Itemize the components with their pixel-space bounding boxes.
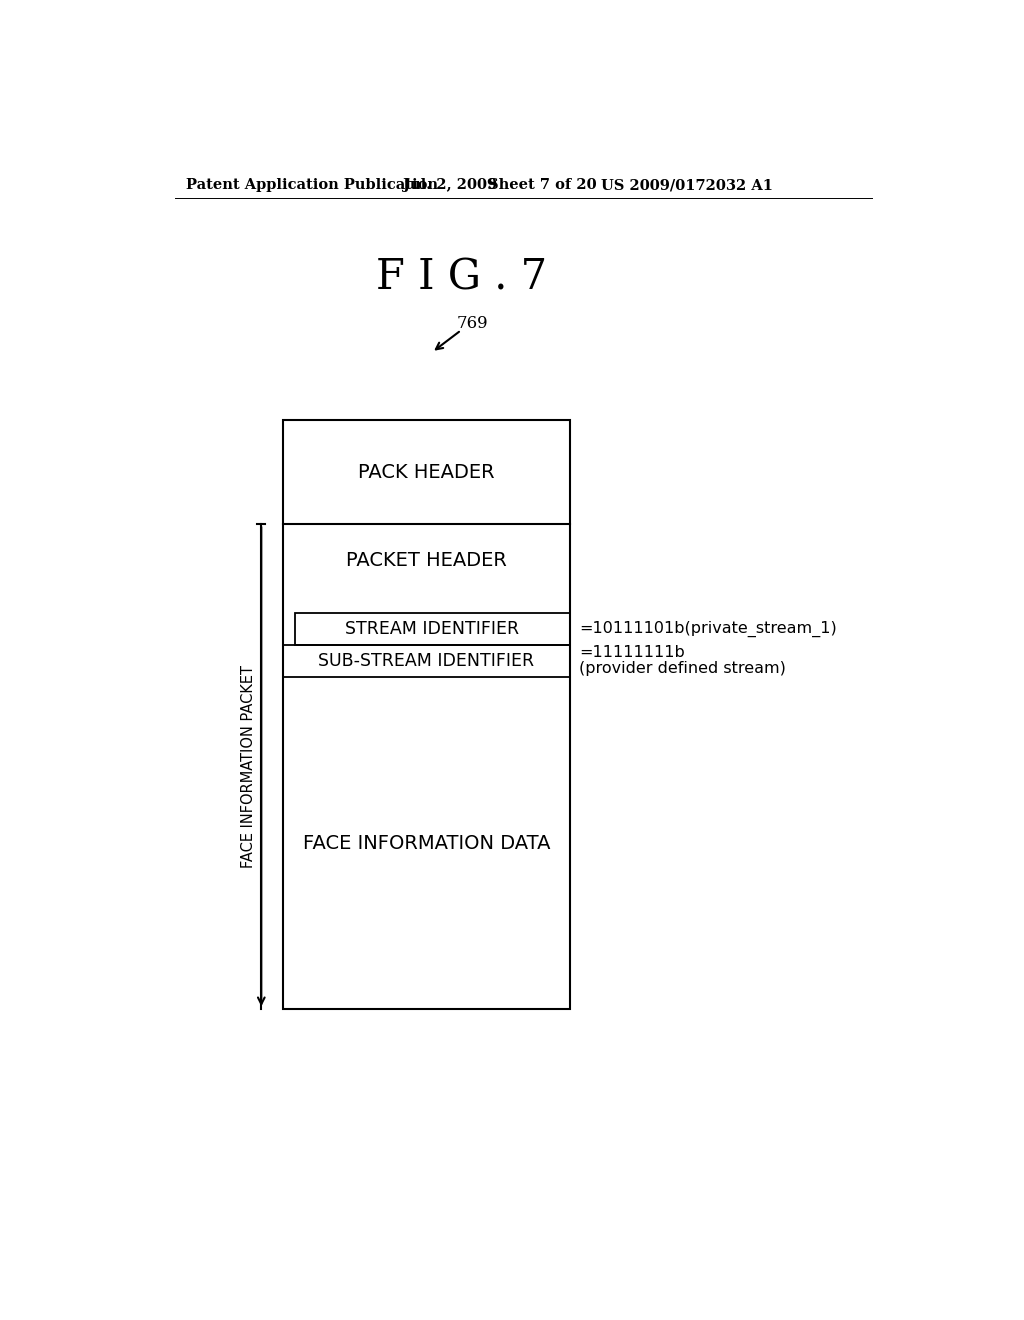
- Bar: [283, 420, 569, 1010]
- Text: =10111101b(private_stream_1): =10111101b(private_stream_1): [579, 620, 837, 638]
- Text: 769: 769: [457, 315, 488, 333]
- Text: PACKET HEADER: PACKET HEADER: [346, 552, 507, 570]
- Text: FACE INFORMATION PACKET: FACE INFORMATION PACKET: [242, 665, 256, 869]
- Text: Jul. 2, 2009: Jul. 2, 2009: [403, 178, 498, 193]
- Text: US 2009/0172032 A1: US 2009/0172032 A1: [601, 178, 773, 193]
- Bar: [295, 612, 569, 645]
- Text: PACK HEADER: PACK HEADER: [358, 463, 495, 482]
- Text: (provider defined stream): (provider defined stream): [579, 660, 786, 676]
- Text: Patent Application Publication: Patent Application Publication: [186, 178, 438, 193]
- Bar: [283, 645, 569, 677]
- Text: Sheet 7 of 20: Sheet 7 of 20: [488, 178, 597, 193]
- Text: SUB-STREAM IDENTIFIER: SUB-STREAM IDENTIFIER: [318, 652, 535, 671]
- Text: =11111111b: =11111111b: [579, 645, 685, 660]
- Text: STREAM IDENTIFIER: STREAM IDENTIFIER: [345, 620, 519, 638]
- Text: FACE INFORMATION DATA: FACE INFORMATION DATA: [303, 834, 550, 853]
- Text: F I G . 7: F I G . 7: [376, 257, 547, 298]
